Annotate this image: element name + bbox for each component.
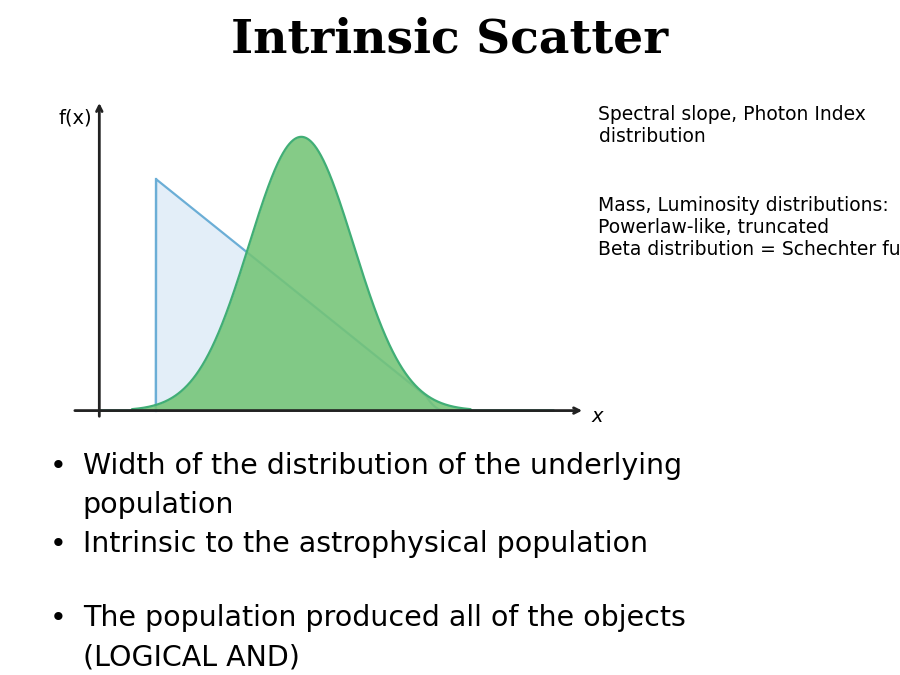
- Text: Mass, Luminosity distributions:
Powerlaw-like, truncated
Beta distribution = Sch: Mass, Luminosity distributions: Powerlaw…: [598, 196, 900, 259]
- Text: •: •: [50, 604, 67, 632]
- Text: x: x: [592, 407, 603, 426]
- Text: The population produced all of the objects: The population produced all of the objec…: [83, 604, 686, 632]
- Text: Width of the distribution of the underlying: Width of the distribution of the underly…: [83, 452, 682, 480]
- Text: Intrinsic Scatter: Intrinsic Scatter: [231, 17, 669, 63]
- Text: Spectral slope, Photon Index
distribution: Spectral slope, Photon Index distributio…: [598, 105, 867, 146]
- Text: population: population: [83, 491, 234, 519]
- Text: •: •: [50, 452, 67, 480]
- Text: (LOGICAL AND): (LOGICAL AND): [83, 643, 300, 671]
- Text: •: •: [50, 530, 67, 558]
- Text: f(x): f(x): [58, 109, 93, 128]
- Text: Intrinsic to the astrophysical population: Intrinsic to the astrophysical populatio…: [83, 530, 648, 558]
